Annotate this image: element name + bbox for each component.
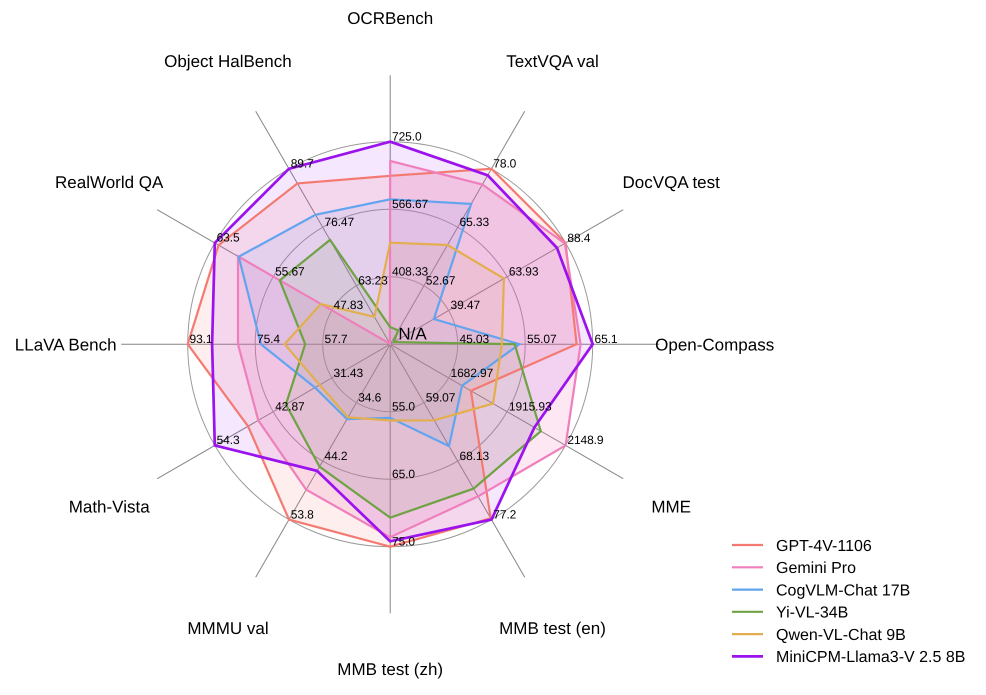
svg-text:DocVQA test: DocVQA test xyxy=(623,173,721,192)
svg-text:RealWorld QA: RealWorld QA xyxy=(55,173,164,192)
svg-text:53.8: 53.8 xyxy=(291,507,314,521)
svg-text:1915.93: 1915.93 xyxy=(509,400,552,414)
svg-text:75.4: 75.4 xyxy=(257,332,280,346)
svg-text:31.43: 31.43 xyxy=(334,366,364,380)
svg-text:63.93: 63.93 xyxy=(509,265,539,279)
svg-text:55.67: 55.67 xyxy=(275,265,305,279)
svg-text:45.03: 45.03 xyxy=(460,332,490,346)
svg-text:39.47: 39.47 xyxy=(451,298,481,312)
svg-text:Gemini Pro: Gemini Pro xyxy=(776,560,856,577)
svg-text:68.13: 68.13 xyxy=(460,449,490,463)
svg-text:65.0: 65.0 xyxy=(392,467,415,481)
svg-text:47.83: 47.83 xyxy=(334,298,364,312)
svg-text:55.0: 55.0 xyxy=(392,400,415,414)
svg-text:1682.97: 1682.97 xyxy=(451,366,494,380)
svg-text:76.47: 76.47 xyxy=(325,215,355,229)
svg-text:75.0: 75.0 xyxy=(392,535,415,549)
svg-text:93.1: 93.1 xyxy=(190,332,213,346)
svg-text:Yi-VL-34B: Yi-VL-34B xyxy=(776,605,848,622)
svg-text:MMB test (zh): MMB test (zh) xyxy=(337,660,443,679)
svg-text:89.7: 89.7 xyxy=(291,157,314,171)
svg-text:N/A: N/A xyxy=(398,325,427,344)
svg-text:LLaVA Bench: LLaVA Bench xyxy=(15,335,117,354)
svg-text:MiniCPM-Llama3-V 2.5 8B: MiniCPM-Llama3-V 2.5 8B xyxy=(776,649,965,666)
svg-text:725.0: 725.0 xyxy=(392,130,422,144)
svg-text:Math-Vista: Math-Vista xyxy=(69,498,150,517)
svg-text:78.0: 78.0 xyxy=(493,157,516,171)
svg-text:566.67: 566.67 xyxy=(392,197,429,211)
svg-text:MME: MME xyxy=(651,498,691,517)
svg-text:42.87: 42.87 xyxy=(275,400,305,414)
svg-text:63.5: 63.5 xyxy=(217,231,240,245)
svg-text:63.23: 63.23 xyxy=(358,274,388,288)
svg-text:52.67: 52.67 xyxy=(426,274,456,288)
svg-text:88.4: 88.4 xyxy=(567,231,590,245)
svg-text:MMMU val: MMMU val xyxy=(187,619,268,638)
svg-text:Object HalBench: Object HalBench xyxy=(164,52,292,71)
svg-text:GPT-4V-1106: GPT-4V-1106 xyxy=(776,538,872,555)
svg-text:408.33: 408.33 xyxy=(392,265,429,279)
svg-text:MMB test (en): MMB test (en) xyxy=(499,619,606,638)
svg-text:Qwen-VL-Chat 9B: Qwen-VL-Chat 9B xyxy=(776,627,906,644)
svg-text:55.07: 55.07 xyxy=(527,332,557,346)
svg-text:65.1: 65.1 xyxy=(595,332,618,346)
svg-text:77.2: 77.2 xyxy=(493,507,516,521)
svg-text:TextVQA val: TextVQA val xyxy=(506,52,599,71)
svg-text:Open-Compass: Open-Compass xyxy=(655,335,774,354)
svg-text:34.6: 34.6 xyxy=(358,391,381,405)
svg-text:54.3: 54.3 xyxy=(217,433,240,447)
svg-text:59.07: 59.07 xyxy=(426,391,456,405)
svg-text:57.7: 57.7 xyxy=(325,332,348,346)
svg-text:OCRBench: OCRBench xyxy=(347,9,433,28)
svg-text:CogVLM-Chat 17B: CogVLM-Chat 17B xyxy=(776,582,910,599)
svg-text:2148.9: 2148.9 xyxy=(567,433,604,447)
svg-text:44.2: 44.2 xyxy=(325,449,348,463)
svg-text:65.33: 65.33 xyxy=(460,215,490,229)
